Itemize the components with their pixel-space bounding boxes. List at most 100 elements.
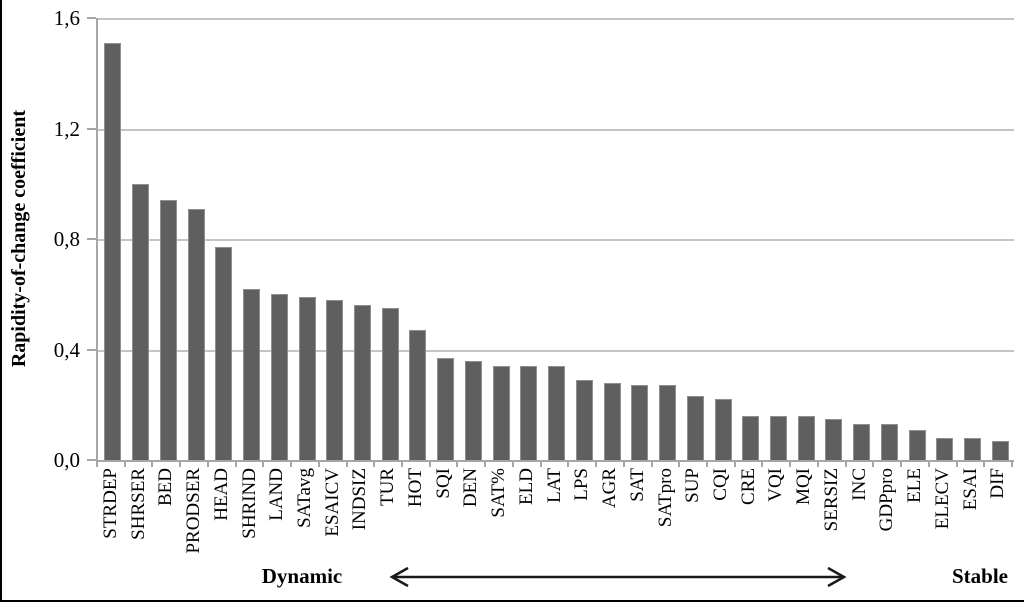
- bar-slot: [321, 18, 349, 460]
- x-tick-mark: [706, 460, 708, 467]
- bar-INDSIZ: [353, 305, 371, 460]
- bar-slot: [99, 18, 127, 460]
- x-tick-label: ESAICV: [321, 468, 343, 537]
- x-tick-label: STRDEP: [99, 468, 121, 539]
- bar-slot: [820, 18, 848, 460]
- x-tick-label: BED: [155, 468, 177, 506]
- y-tick-mark: [87, 349, 96, 351]
- x-tick-mark: [429, 460, 431, 467]
- x-tick-label: SATavg: [294, 468, 315, 528]
- x-tick-mark: [761, 460, 763, 467]
- bar-slot: [931, 18, 959, 460]
- bar-MQI: [797, 416, 815, 460]
- bar-ESAI: [964, 438, 982, 460]
- y-tick-mark: [87, 17, 96, 19]
- bar-slot: [737, 18, 765, 460]
- bar-INC: [853, 424, 871, 460]
- x-tick-mark: [983, 460, 985, 467]
- x-tick-label: TUR: [377, 468, 399, 506]
- x-tick-mark: [817, 460, 819, 467]
- bar-series: [99, 18, 1014, 460]
- x-label-slot: GDPpro: [874, 468, 902, 588]
- x-tick-mark: [262, 460, 264, 467]
- x-label-slot: SHRSER: [125, 468, 153, 588]
- figure-border-bottom: [0, 600, 1024, 602]
- gridline: [98, 239, 1014, 241]
- bar-slot: [293, 18, 321, 460]
- x-label-slot: HEAD: [208, 468, 236, 588]
- bar-slot: [210, 18, 238, 460]
- gridline: [98, 18, 1014, 20]
- x-tick-mark: [484, 460, 486, 467]
- bar-slot: [543, 18, 571, 460]
- y-tick-label: 0,8: [53, 227, 80, 251]
- x-tick-mark: [928, 460, 930, 467]
- x-tick-mark: [179, 460, 181, 467]
- x-tick-label: DIF: [987, 468, 1009, 499]
- x-tick-label: INDSIZ: [349, 468, 371, 531]
- bar-slot: [487, 18, 515, 460]
- bar-slot: [570, 18, 598, 460]
- x-tick-mark: [373, 460, 375, 467]
- bar-BED: [159, 200, 177, 460]
- x-tick-label: LPS: [571, 468, 593, 501]
- x-tick-mark: [96, 460, 98, 467]
- gridline: [98, 129, 1014, 131]
- x-tick-mark: [456, 460, 458, 467]
- x-tick-mark: [651, 460, 653, 467]
- y-tick-mark: [87, 459, 96, 461]
- x-tick-label: PRODSER: [183, 468, 205, 554]
- bar-AGR: [603, 383, 621, 460]
- x-tick-label: CQI: [710, 468, 732, 501]
- bar-slot: [515, 18, 543, 460]
- bar-GDPpro: [880, 424, 898, 460]
- x-tick-mark: [956, 460, 958, 467]
- x-tick-label: DEN: [460, 468, 482, 508]
- x-tick-label: SQI: [432, 468, 454, 499]
- bar-SAT: [631, 385, 649, 460]
- bar-SQI: [437, 358, 455, 460]
- x-tick-label: ESAI: [959, 468, 981, 511]
- bar-slot: [598, 18, 626, 460]
- y-tick-label: 1,2: [53, 117, 80, 141]
- x-tick-mark: [623, 460, 625, 467]
- x-tick-label: INC: [848, 468, 870, 501]
- bar-LAND: [270, 294, 288, 460]
- y-tick-mark: [87, 238, 96, 240]
- x-tick-mark: [124, 460, 126, 467]
- x-tick-mark: [512, 460, 514, 467]
- x-tick-label: SUP: [682, 468, 704, 503]
- x-label-slot: STRDEP: [97, 468, 125, 588]
- bar-ESAICV: [326, 300, 344, 460]
- x-tick-label: SATpro: [654, 468, 676, 528]
- bar-slot: [349, 18, 377, 460]
- x-tick-mark: [678, 460, 680, 467]
- bar-ELECV: [936, 438, 954, 460]
- x-tick-mark: [346, 460, 348, 467]
- x-tick-mark: [401, 460, 403, 467]
- dynamic-stable-arrow-icon: [389, 566, 847, 588]
- bar-slot: [654, 18, 682, 460]
- x-tick-label: SERSIZ: [820, 468, 842, 532]
- x-tick-label: VQI: [765, 468, 787, 502]
- bar-ELD: [520, 366, 538, 460]
- x-label-slot: BED: [152, 468, 180, 588]
- bar-LAT: [548, 366, 566, 460]
- bar-slot: [959, 18, 987, 460]
- x-tick-mark: [789, 460, 791, 467]
- x-tick-label: SAT%: [488, 468, 510, 518]
- gridline: [98, 350, 1014, 352]
- bar-slot: [681, 18, 709, 460]
- x-tick-label: LAND: [266, 468, 288, 521]
- x-tick-mark: [540, 460, 542, 467]
- bar-slot: [460, 18, 488, 460]
- bar-slot: [903, 18, 931, 460]
- bar-slot: [709, 18, 737, 460]
- bar-SHRIND: [243, 289, 261, 460]
- x-tick-label: HEAD: [210, 468, 232, 521]
- x-tick-mark: [151, 460, 153, 467]
- bar-slot: [154, 18, 182, 460]
- x-tick-mark: [235, 460, 237, 467]
- y-tick-label: 1,6: [53, 6, 80, 30]
